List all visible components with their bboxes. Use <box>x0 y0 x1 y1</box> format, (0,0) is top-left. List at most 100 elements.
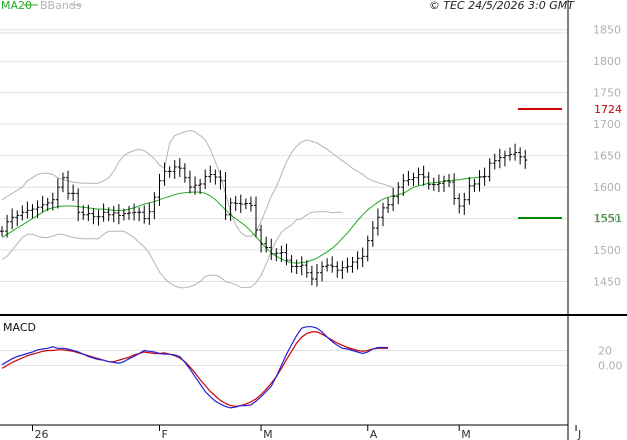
price-bar <box>391 187 396 212</box>
price-bar <box>441 175 446 193</box>
bbands-legend-label: BBands <box>40 0 82 12</box>
price-bar <box>254 196 258 238</box>
price-bar <box>269 238 274 261</box>
price-bar <box>243 198 248 210</box>
price-bar <box>81 205 86 220</box>
price-bar <box>370 221 375 247</box>
price-bar <box>157 173 162 206</box>
price-tick-label: 1450 <box>593 276 621 289</box>
macd-lines <box>1 326 389 409</box>
price-bar <box>177 158 182 178</box>
price-tick-label: 1750 <box>593 87 621 100</box>
price-bar <box>223 171 228 220</box>
price-bar <box>411 172 416 186</box>
price-bar <box>497 148 502 169</box>
price-tick-label: 1600 <box>593 181 621 194</box>
date-tick-label: M <box>461 428 471 440</box>
price-bar <box>436 174 441 193</box>
price-bar <box>274 248 279 262</box>
price-bar <box>477 170 482 192</box>
price-bar <box>264 236 269 253</box>
price-bar <box>523 149 528 169</box>
price-bar <box>350 256 355 273</box>
price-bar <box>431 177 436 191</box>
price-bar <box>86 204 91 222</box>
date-tick-label: F <box>161 428 167 440</box>
price-grid <box>0 29 568 283</box>
price-bar <box>482 167 487 186</box>
price-bar <box>198 178 203 195</box>
macd-curve <box>1 326 389 409</box>
price-bar <box>208 165 213 183</box>
price-bar <box>152 192 157 220</box>
price-bar <box>299 256 304 276</box>
price-bar <box>233 195 238 212</box>
price-bar <box>365 235 370 262</box>
price-bar <box>71 184 76 201</box>
price-bar <box>360 247 365 268</box>
price-bar <box>142 205 147 224</box>
signal-curve <box>1 331 389 408</box>
price-bar <box>35 200 40 218</box>
price-bar <box>375 208 380 236</box>
support-label: 1551 <box>594 212 622 225</box>
price-bar <box>447 173 452 188</box>
macd-axis: 200.00 <box>598 345 623 373</box>
price-bar <box>218 170 223 190</box>
price-bar <box>492 153 497 170</box>
price-bar <box>320 261 325 282</box>
price-bar <box>518 147 523 165</box>
price-bar <box>193 176 198 195</box>
macd-grid <box>0 350 568 366</box>
price-bar <box>340 260 345 280</box>
price-tick-label: 1650 <box>593 150 621 163</box>
date-axis: 26 F M A M J <box>0 424 581 440</box>
price-bar <box>386 197 391 213</box>
price-bar <box>248 196 253 212</box>
price-bar <box>127 205 131 220</box>
price-bar <box>25 201 30 219</box>
price-tick-label: 1800 <box>593 55 621 68</box>
price-bar <box>147 202 152 225</box>
price-bar <box>294 259 299 274</box>
price-bar <box>45 197 50 212</box>
resistance-label: 1724 <box>594 103 622 116</box>
price-bar <box>421 165 426 186</box>
date-tick-label: A <box>370 428 378 440</box>
price-bar <box>396 182 401 205</box>
price-bar <box>304 260 309 278</box>
price-bar <box>30 204 35 218</box>
price-bar <box>325 258 330 272</box>
price-bar <box>462 192 467 215</box>
price-bar <box>101 203 106 222</box>
price-bar <box>284 243 289 266</box>
price-bar <box>279 245 284 263</box>
price-bar <box>203 169 208 189</box>
price-bar <box>172 160 177 179</box>
price-tick-label: 1550 <box>593 213 621 226</box>
price-bar <box>381 202 385 227</box>
price-bar <box>513 143 518 161</box>
price-bar <box>15 210 20 227</box>
price-bar <box>416 167 421 186</box>
price-bar <box>132 203 137 221</box>
price-bar <box>401 173 406 196</box>
price-bar <box>335 261 340 278</box>
bbands-upper-line <box>1 129 394 237</box>
price-tick-label: 1500 <box>593 244 621 257</box>
price-bar <box>487 158 492 182</box>
price-bar <box>182 163 187 183</box>
price-bar <box>167 166 172 178</box>
price-bar <box>60 172 65 193</box>
price-bar <box>314 263 319 287</box>
price-bar <box>20 205 25 221</box>
price-levels: 1724 1551 <box>518 103 622 225</box>
price-bar <box>238 194 243 213</box>
price-bar <box>472 178 477 193</box>
price-tick-label: 1850 <box>593 24 621 37</box>
date-tick-label: 26 <box>34 428 48 440</box>
ma20-legend-label: MA20 <box>1 0 32 12</box>
price-bar <box>213 169 218 185</box>
price-bar <box>55 178 60 209</box>
